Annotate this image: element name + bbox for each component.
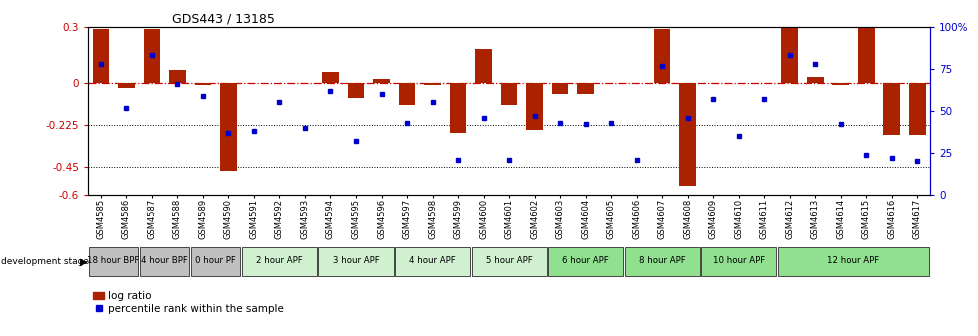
Text: 10 hour APF: 10 hour APF <box>712 256 764 265</box>
Text: ▶: ▶ <box>80 256 88 266</box>
Bar <box>806 77 822 83</box>
Bar <box>831 83 848 85</box>
Bar <box>322 72 338 83</box>
Bar <box>191 247 241 276</box>
Bar <box>552 83 568 94</box>
Bar <box>653 29 670 83</box>
Bar <box>347 83 364 98</box>
Text: 3 hour APF: 3 hour APF <box>333 256 379 265</box>
Bar <box>548 247 622 276</box>
Bar <box>195 83 211 85</box>
Bar <box>777 247 928 276</box>
Text: 5 hour APF: 5 hour APF <box>485 256 532 265</box>
Text: GDS443 / 13185: GDS443 / 13185 <box>172 13 275 26</box>
Bar <box>908 83 924 135</box>
Bar <box>144 29 160 83</box>
Bar <box>93 29 109 83</box>
Bar <box>882 83 899 135</box>
Bar <box>624 247 699 276</box>
Bar <box>140 247 189 276</box>
Bar <box>471 247 546 276</box>
Text: 12 hour APF: 12 hour APF <box>826 256 879 265</box>
Bar <box>501 83 516 105</box>
Text: 0 hour PF: 0 hour PF <box>195 256 236 265</box>
Bar <box>373 79 389 83</box>
Bar <box>398 83 415 105</box>
Bar <box>449 83 466 133</box>
Text: 6 hour APF: 6 hour APF <box>561 256 608 265</box>
Bar <box>577 83 594 94</box>
Bar <box>780 27 797 83</box>
Bar <box>89 247 138 276</box>
Legend: log ratio, percentile rank within the sample: log ratio, percentile rank within the sa… <box>93 291 284 314</box>
Text: 18 hour BPF: 18 hour BPF <box>87 256 140 265</box>
Bar <box>526 83 543 130</box>
Bar <box>220 83 237 171</box>
Bar <box>679 83 695 185</box>
Bar <box>395 247 469 276</box>
Text: 2 hour APF: 2 hour APF <box>256 256 302 265</box>
Bar <box>474 49 491 83</box>
Bar <box>857 27 873 83</box>
Bar <box>700 247 776 276</box>
Bar <box>242 247 317 276</box>
Bar <box>423 83 440 85</box>
Bar <box>318 247 393 276</box>
Text: development stage: development stage <box>1 257 89 266</box>
Text: 4 hour BPF: 4 hour BPF <box>141 256 188 265</box>
Text: 8 hour APF: 8 hour APF <box>638 256 685 265</box>
Text: 4 hour APF: 4 hour APF <box>409 256 456 265</box>
Bar <box>169 70 186 83</box>
Bar <box>118 83 135 88</box>
